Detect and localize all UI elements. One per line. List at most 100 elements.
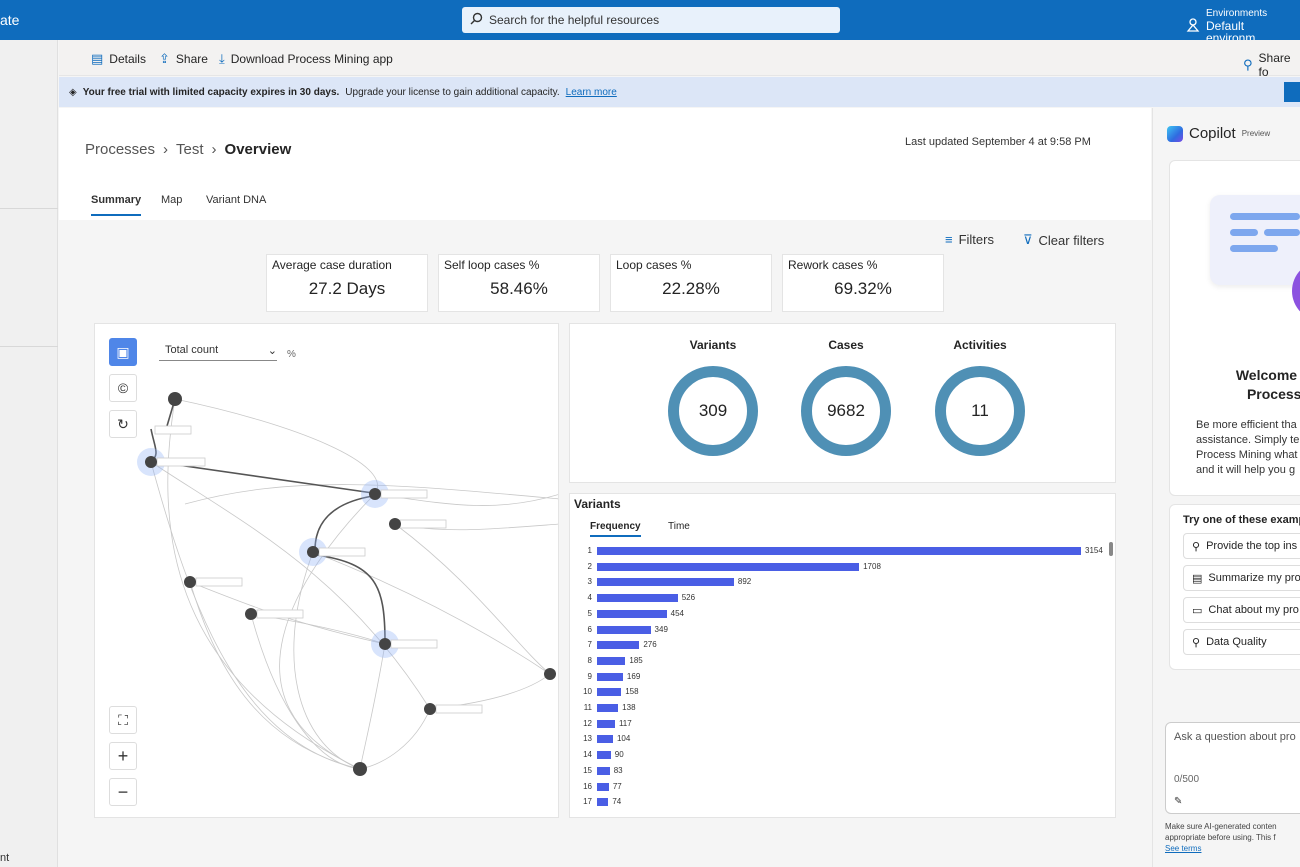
learn-more-link[interactable]: Learn more xyxy=(565,86,617,98)
share-feedback-button[interactable]: ⚲ Share fo xyxy=(1243,51,1300,79)
variant-row[interactable]: 3 892 xyxy=(570,575,1110,590)
variant-bar[interactable] xyxy=(597,578,734,587)
process-map-graph[interactable] xyxy=(95,324,559,818)
variants-card: Variants Frequency Time 1 3154 2 1708 3 892 4 5… xyxy=(569,493,1116,818)
variant-index: 16 xyxy=(583,781,592,791)
variant-bar[interactable] xyxy=(597,609,667,618)
variant-index: 12 xyxy=(583,718,592,728)
suggestion-button[interactable]: ⚲ Provide the top ins xyxy=(1183,533,1300,559)
details-icon: ▤ xyxy=(91,51,104,66)
suggestion-button[interactable]: ▭ Chat about my pro xyxy=(1183,597,1300,623)
variant-value: 158 xyxy=(625,687,639,697)
search-placeholder: Search for the helpful resources xyxy=(489,13,660,27)
variant-row[interactable]: 2 1708 xyxy=(570,560,1110,575)
variant-row[interactable]: 11 138 xyxy=(570,701,1110,716)
variants-scrollbar[interactable] xyxy=(1109,542,1113,556)
zoom-out-icon[interactable]: − xyxy=(109,778,137,806)
download-app-button[interactable]: ⤓ Download Process Mining app xyxy=(219,51,393,67)
suggestion-label: Summarize my pro xyxy=(1208,572,1300,584)
percent-toggle[interactable]: % xyxy=(287,349,296,360)
suggestion-label: Chat about my pro xyxy=(1208,604,1299,616)
filters-button[interactable]: ≡ Filters xyxy=(945,232,994,247)
variant-bar[interactable] xyxy=(597,625,651,634)
variants-ring: 309 xyxy=(668,366,758,456)
variant-row[interactable]: 10 158 xyxy=(570,685,1110,700)
variant-bar[interactable] xyxy=(597,656,626,665)
tab-time[interactable]: Time xyxy=(668,521,690,532)
search-box[interactable]: Search for the helpful resources xyxy=(462,7,840,33)
variant-value: 77 xyxy=(612,781,622,791)
variant-row[interactable]: 1 3154 xyxy=(570,544,1110,559)
app-name[interactable]: ate xyxy=(0,12,20,28)
variant-index: 14 xyxy=(583,750,592,760)
see-terms-link[interactable]: See terms xyxy=(1165,844,1202,853)
variant-bar[interactable] xyxy=(597,766,610,775)
variant-row[interactable]: 4 526 xyxy=(570,591,1110,606)
clear-filter-icon: ⊽ xyxy=(1023,232,1033,247)
upgrade-button[interactable] xyxy=(1284,82,1300,102)
variant-bar[interactable] xyxy=(597,798,609,807)
environment-icon xyxy=(1186,17,1200,35)
share-button[interactable]: ⇪ Share xyxy=(159,51,208,67)
environment-picker[interactable]: Environments Default environm... xyxy=(1186,8,1300,44)
variant-index: 3 xyxy=(587,577,592,587)
sparkle-icon[interactable]: ✎ xyxy=(1174,796,1183,807)
breadcrumb-processes[interactable]: Processes xyxy=(85,141,156,158)
cycle-icon[interactable]: © xyxy=(109,374,137,402)
variant-value: 83 xyxy=(613,765,623,775)
variant-value: 526 xyxy=(681,593,696,603)
variant-index: 8 xyxy=(587,655,592,665)
variant-bar[interactable] xyxy=(597,688,622,697)
process-map-card: ▣ © ↻ Total count ⌄ % xyxy=(94,323,559,818)
nav-divider xyxy=(0,208,58,209)
variant-row[interactable]: 5 454 xyxy=(570,607,1110,622)
variant-bar[interactable] xyxy=(597,562,860,571)
variant-bar[interactable] xyxy=(597,735,613,744)
details-button[interactable]: ▤ Details xyxy=(91,51,146,67)
variant-bar[interactable] xyxy=(597,704,619,712)
variant-bar[interactable] xyxy=(597,672,623,681)
command-bar: ▤ Details ⇪ Share ⤓ Download Process Min… xyxy=(59,40,1300,79)
variant-bar[interactable] xyxy=(597,594,678,603)
variant-row[interactable]: 12 117 xyxy=(570,717,1110,732)
variant-value: 276 xyxy=(643,640,657,650)
variant-bar[interactable] xyxy=(597,641,640,650)
document-icon: ▤ xyxy=(1192,572,1203,585)
kpi-card: Loop cases % 22.28% xyxy=(610,254,772,312)
refresh-icon[interactable]: ↻ xyxy=(109,410,137,438)
variant-row[interactable]: 8 185 xyxy=(570,654,1110,669)
variant-bar[interactable] xyxy=(597,547,1081,555)
variant-bar[interactable] xyxy=(597,782,609,791)
breadcrumb-test[interactable]: Test xyxy=(176,141,204,158)
zoom-in-icon[interactable]: + xyxy=(109,742,137,770)
stat-label-variants: Variants xyxy=(689,338,737,352)
copilot-ask-input[interactable]: Ask a question about pro 0/500 ✎ xyxy=(1165,722,1300,814)
filter-icon: ≡ xyxy=(945,232,953,247)
map-view-icon[interactable]: ▣ xyxy=(109,338,137,366)
variant-row[interactable]: 6 349 xyxy=(570,623,1110,638)
metric-dropdown[interactable]: Total count ⌄ xyxy=(159,344,277,361)
variant-row[interactable]: 7 276 xyxy=(570,638,1110,653)
tab-map[interactable]: Map xyxy=(161,194,183,206)
variant-row[interactable]: 15 83 xyxy=(570,764,1110,779)
variant-value: 169 xyxy=(626,671,641,681)
variant-row[interactable]: 17 74 xyxy=(570,795,1110,810)
tab-frequency[interactable]: Frequency xyxy=(590,521,641,537)
suggestion-button[interactable]: ⚲ Data Quality xyxy=(1183,629,1300,655)
variant-row[interactable]: 14 90 xyxy=(570,748,1110,763)
variant-bar[interactable] xyxy=(597,719,615,728)
fit-screen-icon[interactable]: ⛶ xyxy=(109,706,137,734)
chevron-right-icon: › xyxy=(211,141,217,158)
copilot-welcome-card: Welcome to C Process M Be more efficient… xyxy=(1169,160,1300,496)
variant-row[interactable]: 16 77 xyxy=(570,780,1110,795)
variant-bar[interactable] xyxy=(597,751,611,760)
variant-row[interactable]: 13 104 xyxy=(570,732,1110,747)
suggestion-button[interactable]: ▤ Summarize my pro xyxy=(1183,565,1300,591)
variant-row[interactable]: 9 169 xyxy=(570,670,1110,685)
tab-variant-dna[interactable]: Variant DNA xyxy=(206,194,267,206)
illustration-chat-icon xyxy=(1210,195,1300,285)
clear-filters-button[interactable]: ⊽ Clear filters xyxy=(1023,232,1104,248)
nav-footer-item[interactable]: nt xyxy=(0,852,10,864)
tab-summary[interactable]: Summary xyxy=(91,194,142,216)
welcome-desc-line: Process Mining what xyxy=(1196,449,1298,461)
